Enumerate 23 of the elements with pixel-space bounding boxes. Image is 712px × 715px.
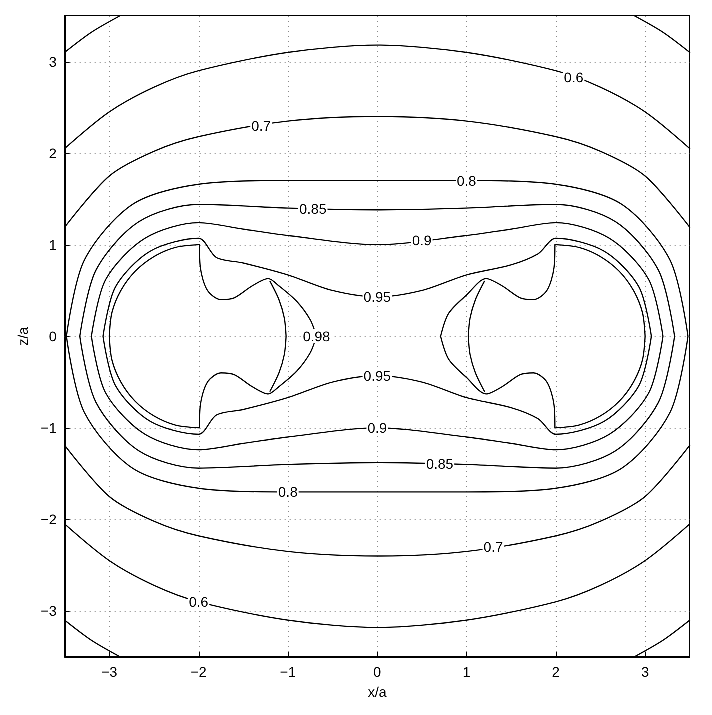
x-tick-label: 2	[552, 664, 560, 680]
y-tick-label: 0	[49, 328, 58, 344]
annotation: 0.7	[484, 539, 504, 556]
y-tick-label: 2	[49, 145, 58, 162]
annotation: 0.9	[412, 232, 432, 248]
y-tick-label: 3	[49, 54, 58, 70]
annotation: 0.85	[300, 201, 327, 218]
annotation: 0.6	[564, 69, 584, 86]
y-tick-label: −3	[40, 603, 58, 620]
x-tick-label: −2	[190, 664, 208, 680]
x-axis-title: x/a	[368, 684, 387, 700]
x-tick-label: −3	[102, 664, 118, 680]
y-tick-label: −1	[40, 420, 58, 436]
annotation: 0.98	[303, 328, 331, 344]
annotation: 0.7	[252, 118, 272, 134]
x-tick-label: 3	[641, 664, 650, 680]
x-tick-label: 0	[374, 664, 382, 680]
y-tick-label: −2	[40, 512, 58, 528]
annotation: 0.85	[426, 456, 454, 472]
y-axis-title: z/a	[15, 326, 31, 346]
x-tick-label: −1	[280, 664, 296, 680]
x-tick-label: 1	[462, 664, 471, 680]
y-tick-label: 1	[49, 236, 58, 253]
